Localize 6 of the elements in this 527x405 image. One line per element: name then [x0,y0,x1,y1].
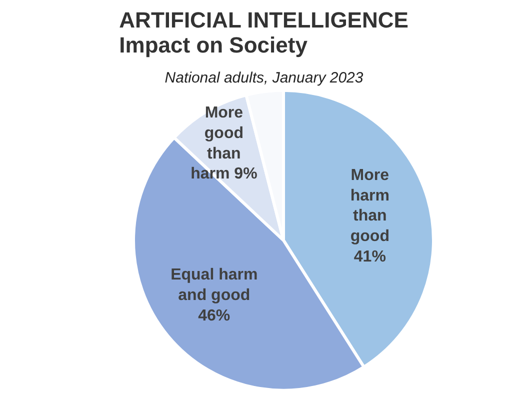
data-label: 41% [354,248,386,266]
slice-label: More harm than good [350,166,390,246]
chart-subtitle: National adults, January 2023 [164,70,364,86]
slice-label: Equal harm and good [170,266,258,304]
chart-title: ARTIFICIAL INTELLIGENCE Impact on Society [119,8,408,58]
data-label: 46% [198,307,230,324]
